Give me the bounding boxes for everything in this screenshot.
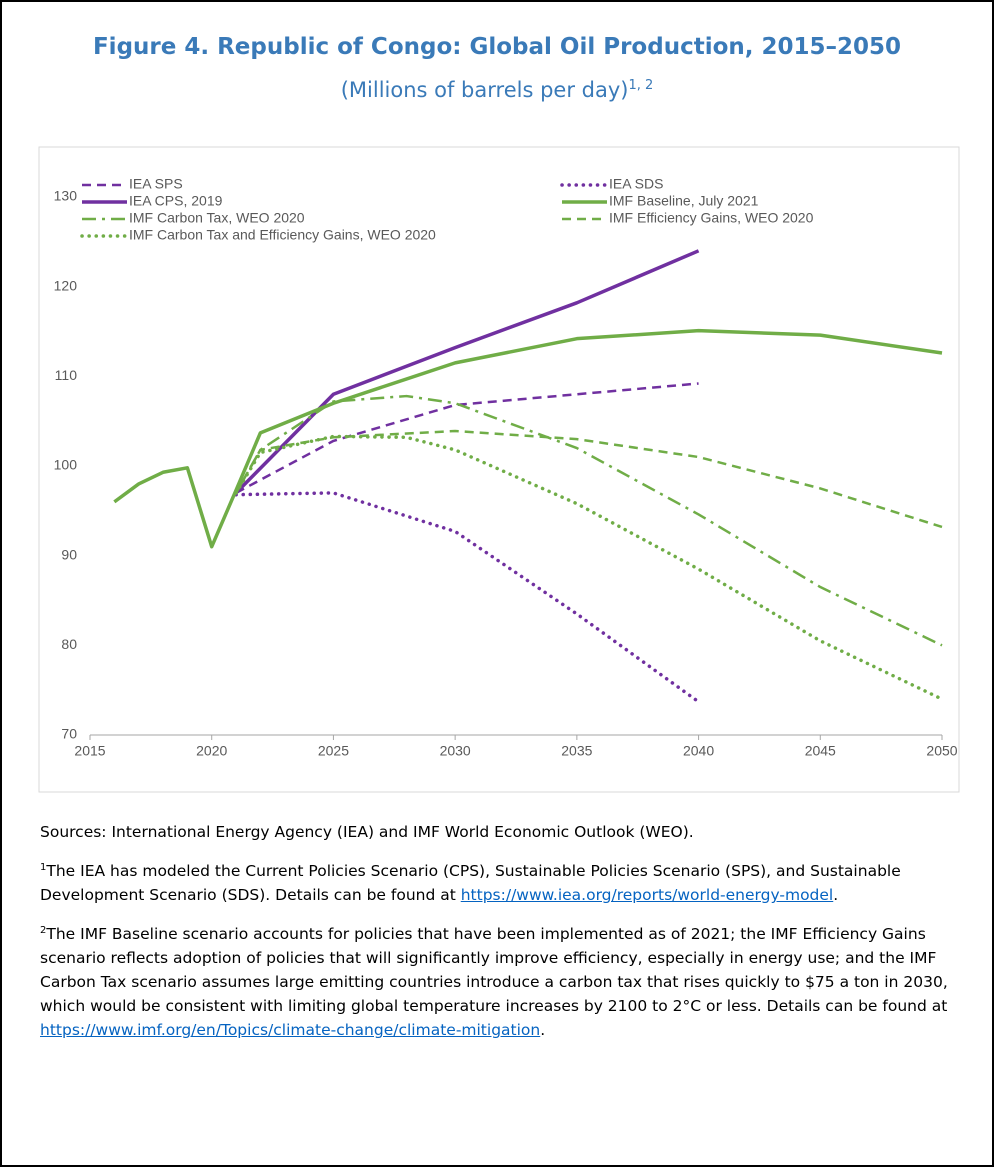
x-tick-label: 2020 <box>196 743 227 759</box>
note-end: . <box>833 886 839 905</box>
series-line <box>235 382 699 495</box>
note-text: The IEA has modeled the Current Policies… <box>40 862 901 905</box>
legend-label: IMF Carbon Tax and Efficiency Gains, WEO… <box>129 227 436 243</box>
series-line <box>234 429 943 529</box>
chart: 70 80 90 100 110 120 130 2015 2020 2025 2030 2035 20… <box>38 146 960 793</box>
chart-frame <box>38 146 960 793</box>
y-tick-label: 80 <box>61 636 77 652</box>
x-tick-label: 2040 <box>683 743 714 759</box>
note-link[interactable]: https://www.imf.org/en/Topics/climate-ch… <box>40 1021 541 1040</box>
notes: Sources: International Energy Agency (IE… <box>40 820 965 1054</box>
legend-label: IEA SDS <box>609 176 663 192</box>
note-end: . <box>540 1021 546 1040</box>
chart-title: Figure 4. Republic of Congo: Global Oil … <box>92 34 902 60</box>
legend-label: IEA CPS, 2019 <box>129 193 223 209</box>
note-1: 1The IEA has modeled the Current Policie… <box>40 856 965 907</box>
x-tick-label: 2025 <box>318 743 349 759</box>
chart-subtitle: (Millions of barrels per day)1, 2 <box>2 78 992 102</box>
subtitle-sup: 1, 2 <box>628 78 654 93</box>
note-link[interactable]: https://www.iea.org/reports/world-energy… <box>460 886 834 905</box>
y-tick-label: 100 <box>54 457 78 473</box>
series-line <box>234 434 944 701</box>
x-tick-label: 2030 <box>440 743 471 759</box>
x-tick-label: 2015 <box>74 743 105 759</box>
series-line <box>234 394 943 647</box>
y-tick-label: 90 <box>61 546 77 562</box>
legend-label: IMF Baseline, July 2021 <box>609 193 759 209</box>
legend-label: IMF Efficiency Gains, WEO 2020 <box>609 210 814 226</box>
legend-label: IMF Carbon Tax, WEO 2020 <box>129 210 305 226</box>
series-line <box>113 328 943 549</box>
x-tick-label: 2050 <box>926 743 957 759</box>
series-line <box>234 249 700 495</box>
x-tick-label: 2035 <box>561 743 592 759</box>
series-line <box>234 491 701 704</box>
subtitle-text: (Millions of barrels per day) <box>340 78 629 102</box>
x-tick-label: 2045 <box>805 743 836 759</box>
note-mark: 1 <box>40 862 47 873</box>
y-tick-label: 110 <box>55 367 78 383</box>
sources: Sources: International Energy Agency (IE… <box>40 823 694 841</box>
y-tick-label: 120 <box>54 277 78 293</box>
note-text: The IMF Baseline scenario accounts for p… <box>40 925 948 1016</box>
note-mark: 2 <box>40 925 47 937</box>
y-tick-label: 70 <box>61 726 77 742</box>
legend-label: IEA SPS <box>129 176 183 192</box>
y-tick-label: 130 <box>54 188 78 204</box>
note-2: 2The IMF Baseline scenario accounts for … <box>40 919 965 1042</box>
